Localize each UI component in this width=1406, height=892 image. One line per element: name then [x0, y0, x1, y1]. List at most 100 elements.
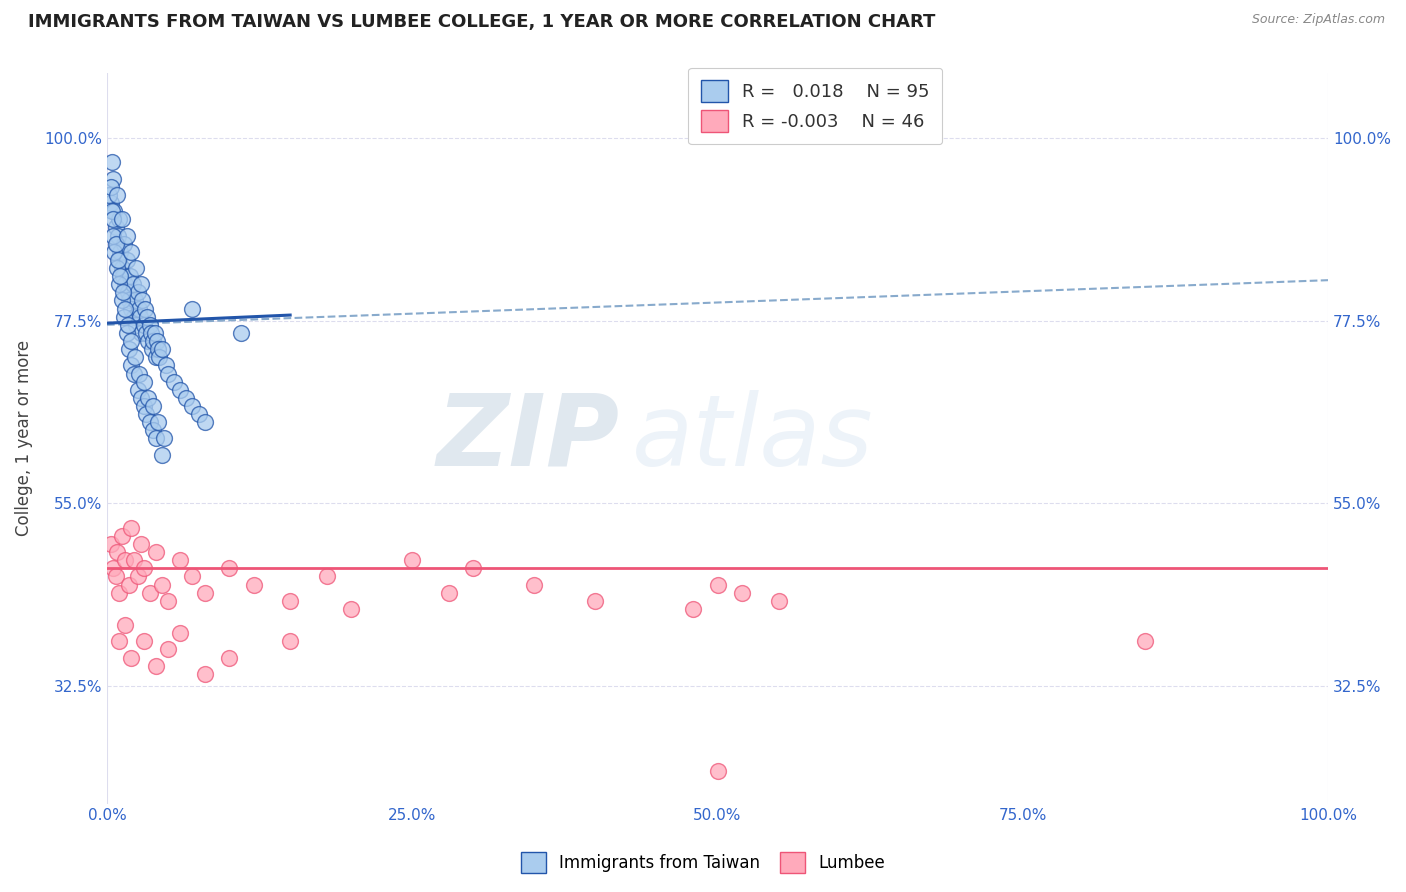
Point — [104, 220, 127, 235]
Point — [111, 285, 134, 300]
Point — [101, 561, 124, 575]
Point — [523, 577, 546, 591]
Point — [132, 561, 155, 575]
Point — [129, 537, 152, 551]
Point — [138, 415, 160, 429]
Point — [150, 448, 173, 462]
Point — [150, 342, 173, 356]
Point — [117, 285, 139, 300]
Point — [100, 537, 122, 551]
Point — [114, 553, 136, 567]
Point — [135, 407, 157, 421]
Point — [98, 188, 121, 202]
Point — [120, 334, 142, 348]
Point — [315, 569, 337, 583]
Point — [583, 593, 606, 607]
Point — [111, 529, 134, 543]
Point — [145, 351, 167, 365]
Text: Source: ZipAtlas.com: Source: ZipAtlas.com — [1251, 13, 1385, 27]
Point — [169, 383, 191, 397]
Point — [340, 602, 363, 616]
Point — [141, 342, 163, 356]
Point — [114, 277, 136, 292]
Legend: Immigrants from Taiwan, Lumbee: Immigrants from Taiwan, Lumbee — [515, 846, 891, 880]
Point — [181, 569, 204, 583]
Point — [107, 252, 129, 267]
Point — [108, 585, 131, 599]
Point — [194, 666, 217, 681]
Point — [278, 593, 301, 607]
Point — [682, 602, 704, 616]
Point — [143, 326, 166, 340]
Point — [129, 326, 152, 340]
Point — [105, 545, 128, 559]
Point — [103, 204, 125, 219]
Point — [127, 285, 149, 300]
Point — [145, 658, 167, 673]
Point — [124, 293, 146, 308]
Point — [128, 367, 150, 381]
Point — [100, 179, 122, 194]
Point — [148, 342, 170, 356]
Point — [153, 432, 176, 446]
Point — [121, 277, 143, 292]
Point — [150, 577, 173, 591]
Point — [142, 334, 165, 348]
Point — [706, 577, 728, 591]
Point — [768, 593, 790, 607]
Point — [463, 561, 485, 575]
Point — [110, 269, 132, 284]
Point — [706, 764, 728, 779]
Point — [120, 650, 142, 665]
Point — [218, 561, 240, 575]
Point — [118, 293, 141, 308]
Point — [107, 228, 129, 243]
Point — [187, 407, 209, 421]
Point — [120, 521, 142, 535]
Point — [138, 334, 160, 348]
Point — [437, 585, 460, 599]
Text: atlas: atlas — [633, 390, 873, 487]
Point — [176, 391, 198, 405]
Point — [117, 318, 139, 332]
Point — [157, 642, 180, 657]
Point — [146, 334, 169, 348]
Point — [138, 585, 160, 599]
Point — [101, 212, 124, 227]
Point — [278, 634, 301, 648]
Point — [101, 155, 124, 169]
Point — [118, 577, 141, 591]
Point — [110, 244, 132, 259]
Point — [157, 593, 180, 607]
Point — [1133, 634, 1156, 648]
Point — [114, 301, 136, 316]
Point — [129, 277, 152, 292]
Point — [104, 569, 127, 583]
Point — [125, 260, 148, 275]
Point — [122, 310, 145, 324]
Point — [105, 236, 128, 251]
Point — [194, 585, 217, 599]
Point — [120, 301, 142, 316]
Point — [139, 326, 162, 340]
Point — [132, 375, 155, 389]
Point — [105, 188, 128, 202]
Point — [115, 228, 138, 243]
Point — [132, 634, 155, 648]
Point — [112, 310, 135, 324]
Point — [108, 634, 131, 648]
Point — [127, 569, 149, 583]
Point — [105, 260, 128, 275]
Point — [115, 252, 138, 267]
Point — [104, 236, 127, 251]
Point — [138, 318, 160, 332]
Point — [136, 310, 159, 324]
Point — [128, 301, 150, 316]
Point — [100, 196, 122, 211]
Point — [169, 626, 191, 640]
Point — [242, 577, 264, 591]
Point — [103, 244, 125, 259]
Legend: R =   0.018    N = 95, R = -0.003    N = 46: R = 0.018 N = 95, R = -0.003 N = 46 — [688, 68, 942, 145]
Point — [129, 310, 152, 324]
Point — [132, 399, 155, 413]
